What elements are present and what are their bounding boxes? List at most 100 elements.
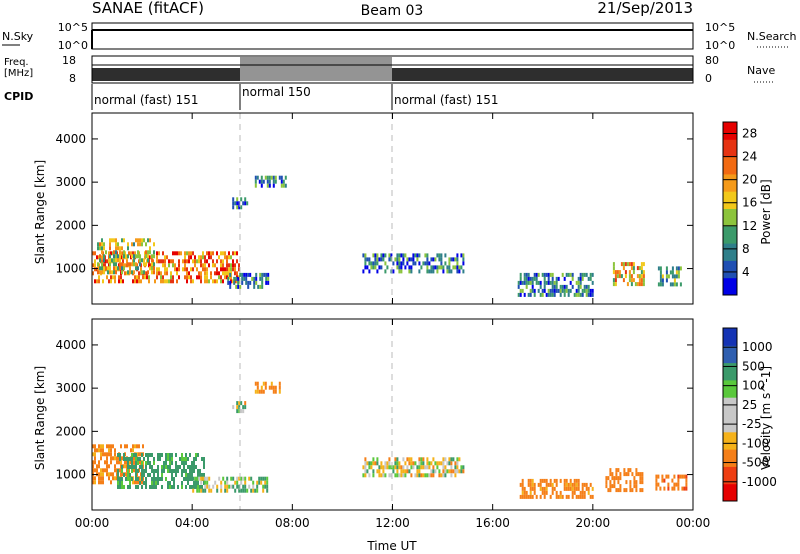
echo-cell (581, 276, 584, 281)
echo-cell (390, 473, 393, 478)
echo-cell (636, 266, 639, 271)
colorbar-tick-label: 20 (742, 173, 757, 187)
echo-cell (659, 274, 662, 279)
echo-cell (119, 258, 121, 263)
echo-cell (155, 485, 157, 489)
echo-cell (543, 490, 546, 495)
echo-cell (156, 259, 158, 264)
echo-cell (618, 270, 621, 275)
freq-hatch-3 (392, 68, 693, 81)
echo-cell (131, 270, 133, 275)
echo-cell (161, 465, 163, 469)
echo-cell (412, 261, 415, 266)
echo-cell (640, 274, 643, 279)
x-tick-label: 08:00 (275, 516, 310, 530)
echo-cell (681, 486, 684, 491)
echo-cell (525, 272, 528, 277)
echo-cell (565, 486, 568, 491)
echo-cell (115, 270, 117, 275)
echo-cell (448, 269, 451, 274)
echo-cell (204, 275, 206, 280)
echo-cell (569, 272, 572, 277)
echo-cell (226, 484, 229, 489)
echo-cell (673, 274, 676, 279)
echo-cell (374, 253, 377, 258)
echo-cell (567, 494, 570, 499)
echo-cell (106, 275, 108, 280)
echo-cell (456, 253, 459, 258)
echo-cell (628, 270, 631, 275)
echo-cell (200, 275, 202, 280)
echo-cell (543, 486, 546, 491)
echo-cell (232, 267, 234, 272)
echo-cell (175, 473, 177, 477)
echo-cell (151, 258, 153, 263)
echo-cell (388, 257, 391, 262)
echo-cell (99, 270, 101, 275)
echo-cell (170, 279, 172, 284)
echo-cell (396, 253, 399, 258)
echo-cell (272, 385, 275, 390)
echo-cell (137, 266, 139, 271)
x-tick-label: 16:00 (475, 516, 510, 530)
echo-cell (420, 461, 423, 466)
colorbar-segment (723, 122, 737, 140)
echo-cell (679, 474, 682, 479)
echo-cell (151, 477, 153, 481)
colorbar-tick-label: 16 (742, 196, 757, 210)
echo-cell (577, 292, 580, 297)
echo-cell (228, 263, 230, 268)
echo-cell (633, 480, 636, 485)
echo-cell (545, 272, 548, 277)
echo-cell (129, 485, 131, 489)
echo-cell (665, 474, 668, 479)
echo-cell (418, 269, 421, 274)
echo-cell (408, 469, 411, 474)
echo-cell (260, 476, 263, 481)
echo-cell (201, 457, 203, 461)
echo-cell (218, 271, 220, 276)
echo-cell (577, 288, 580, 293)
echo-cell (681, 474, 684, 479)
echo-cell (220, 488, 223, 493)
echo-cell (642, 278, 645, 283)
echo-cell (380, 473, 383, 478)
echo-cell (226, 267, 228, 272)
echo-cell (250, 476, 253, 481)
echo-cell (555, 280, 558, 285)
echo-cell (186, 251, 188, 256)
echo-cell (525, 276, 528, 281)
echo-cell (162, 259, 164, 264)
echo-cell (172, 279, 174, 284)
echo-cell (372, 253, 375, 258)
echo-cell (432, 269, 435, 274)
echo-cell (388, 461, 391, 466)
echo-cell (252, 488, 255, 493)
echo-cell (143, 457, 145, 461)
echo-cell (164, 259, 166, 264)
echo-cell (378, 473, 381, 478)
echo-cell (129, 481, 131, 485)
echo-cell (147, 238, 149, 243)
echo-cell (519, 276, 522, 281)
echo-cell (129, 465, 131, 469)
echo-cell (521, 478, 524, 483)
echo-cell (175, 469, 177, 473)
echo-cell (408, 457, 411, 462)
echo-cell (129, 266, 131, 271)
echo-cell (396, 257, 399, 262)
echo-cell (127, 262, 129, 267)
echo-cell (131, 254, 133, 259)
echo-cell (127, 473, 129, 477)
power-echo-cells (92, 175, 682, 297)
echo-cell (106, 464, 108, 469)
echo-cell (422, 457, 425, 462)
echo-cell (259, 272, 262, 277)
echo-cell (195, 465, 197, 469)
echo-cell (120, 472, 122, 477)
echo-cell (124, 271, 126, 276)
echo-cell (157, 453, 159, 457)
echo-cell (224, 267, 226, 272)
echo-cell (96, 464, 98, 469)
echo-cell (167, 469, 169, 473)
